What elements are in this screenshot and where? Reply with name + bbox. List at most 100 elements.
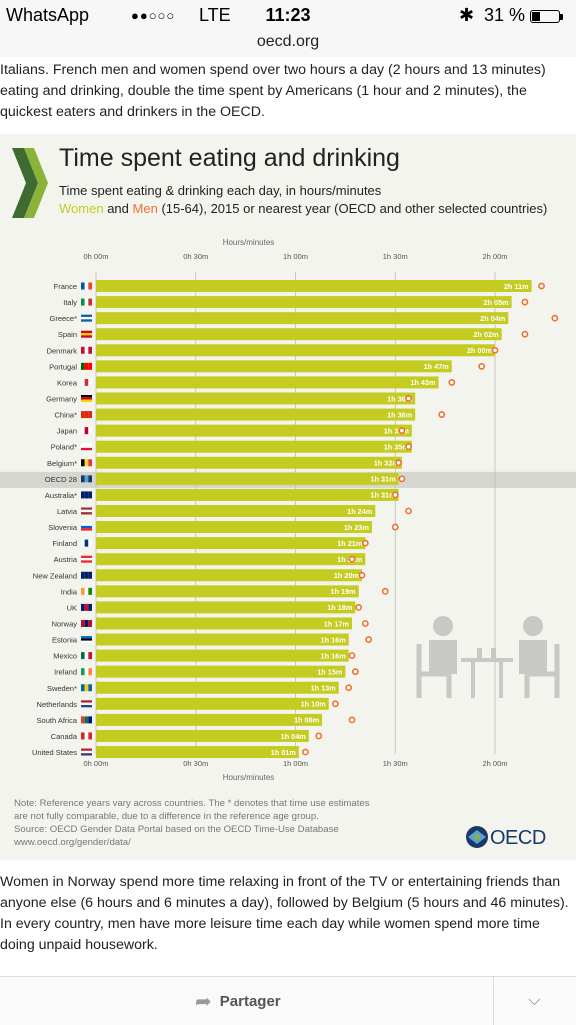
category-label: Netherlands xyxy=(37,700,78,709)
status-time: 11:23 xyxy=(265,5,311,25)
category-label: Germany xyxy=(46,394,77,403)
marker-men xyxy=(348,652,356,660)
bar-women xyxy=(96,344,495,357)
tick-label-bottom: 2h 00m xyxy=(482,759,507,768)
poland-flag-icon xyxy=(81,443,92,451)
bar-value-label: 2h 00m xyxy=(467,346,493,355)
status-app-name[interactable]: WhatsApp xyxy=(6,5,90,25)
x-axis-title-top: Hours/minutes xyxy=(223,238,275,247)
bluetooth-icon: ✱ xyxy=(459,5,475,25)
tick-label-bottom: 0h 00m xyxy=(83,759,108,768)
tick-label-bottom: 1h 00m xyxy=(283,759,308,768)
glass-icon xyxy=(491,648,496,658)
tick-label-top: 0h 00m xyxy=(83,252,108,261)
marker-men xyxy=(405,395,412,402)
url-text[interactable]: oecd.org xyxy=(256,33,320,50)
marker-men xyxy=(448,379,456,386)
category-label: Australia* xyxy=(45,491,77,500)
uk-flag-icon xyxy=(81,603,92,611)
spain-flag-icon xyxy=(81,330,92,338)
bar-women xyxy=(96,713,323,726)
italy-flag-icon xyxy=(81,298,92,306)
category-label: Belgium* xyxy=(47,459,77,468)
oecd-globe-icon xyxy=(466,826,488,848)
bar-women xyxy=(96,472,399,485)
bar-value-label: 2h 11m xyxy=(504,282,529,291)
category-label: India xyxy=(61,587,78,596)
marker-men xyxy=(405,443,412,451)
india-flag-icon xyxy=(81,587,92,595)
chevron-down-icon: ⌵ xyxy=(528,992,541,1009)
marker-men xyxy=(315,732,323,740)
network-type: LTE xyxy=(199,5,231,25)
category-label: Latvia xyxy=(57,507,78,516)
note-link[interactable]: www.oecd.org/gender/data/ xyxy=(14,837,131,848)
bar-women xyxy=(96,440,412,453)
bar-value-label: 1h 43m xyxy=(410,378,436,387)
category-label: Denmark xyxy=(47,346,78,355)
marker-men xyxy=(521,298,529,306)
category-label: Japan xyxy=(57,427,77,436)
category-label: Austria xyxy=(54,555,78,564)
marker-men xyxy=(405,507,412,515)
bar-value-label: 2h 05m xyxy=(483,298,509,307)
infographic: Time spent eating and drinking Time spen… xyxy=(0,134,576,860)
category-label: Ireland xyxy=(54,668,77,677)
chair-left xyxy=(416,644,452,698)
bar-women xyxy=(96,617,353,630)
tick-label-top: 2h 00m xyxy=(482,252,507,261)
bar-value-label: 1h 20m xyxy=(334,571,360,580)
bar-value-label: 1h 31m xyxy=(370,491,396,500)
expand-button[interactable]: ⌵ xyxy=(493,977,576,1025)
url-bar[interactable]: oecd.org xyxy=(0,32,576,57)
belgium-flag-icon xyxy=(81,459,92,467)
marker-men xyxy=(381,587,389,595)
bar-women xyxy=(96,665,346,678)
bar-women xyxy=(96,537,366,550)
bar-value-label: 1h 47m xyxy=(424,362,450,371)
marker-men xyxy=(331,700,339,708)
battery-percent: 31 % xyxy=(484,5,526,25)
category-label: UK xyxy=(67,603,77,612)
category-label: Italy xyxy=(63,298,77,307)
germany-flag-icon xyxy=(81,394,92,402)
person-right-head xyxy=(523,616,543,636)
bar-value-label: 1h 10m xyxy=(301,700,327,709)
bar-women xyxy=(96,729,309,742)
note-line: Note: Reference years vary across countr… xyxy=(14,798,370,809)
bar-value-label: 1h 08m xyxy=(294,716,320,725)
oecd-icon xyxy=(81,475,92,483)
bar-value-label: 1h 21m xyxy=(337,539,363,548)
person-right-body xyxy=(519,640,547,674)
share-button[interactable]: ➦ Partager xyxy=(195,977,281,1025)
article-intro-paragraph: Italians. French men and women spend ove… xyxy=(0,62,546,120)
bar-value-label: 1h 01m xyxy=(271,748,297,757)
chart-subtitle: Time spent eating & drinking each day, i… xyxy=(59,183,382,198)
japan-flag-icon xyxy=(81,427,92,435)
finland-flag-icon xyxy=(81,539,92,547)
bar-women xyxy=(96,569,362,582)
marker-men xyxy=(348,555,356,563)
category-label: Norway xyxy=(52,619,78,628)
bar-value-label: 1h 24m xyxy=(347,507,373,516)
marker-men xyxy=(478,362,486,370)
bar-women xyxy=(96,504,376,517)
chair-right xyxy=(524,644,560,698)
latvia-flag-icon xyxy=(81,507,92,515)
bar-women xyxy=(96,376,439,389)
bar-women xyxy=(96,697,329,710)
legend-and: and xyxy=(107,201,129,216)
bar-value-label: 1h 13m xyxy=(311,684,337,693)
marker-men xyxy=(491,346,499,354)
marker-men xyxy=(345,684,353,692)
bar-women xyxy=(96,360,452,373)
bottom-bar: ➦ Partager ⌵ xyxy=(0,976,576,1025)
slovenia-flag-icon xyxy=(81,523,92,531)
tick-label-top: 1h 30m xyxy=(383,252,408,261)
x-axis-title-bottom: Hours/minutes xyxy=(223,773,275,782)
category-label: Korea xyxy=(57,378,78,387)
korea-flag-icon xyxy=(81,378,92,386)
marker-men xyxy=(348,716,356,724)
category-label: United States xyxy=(32,748,77,757)
bar-value-label: 1h 23m xyxy=(344,523,370,532)
